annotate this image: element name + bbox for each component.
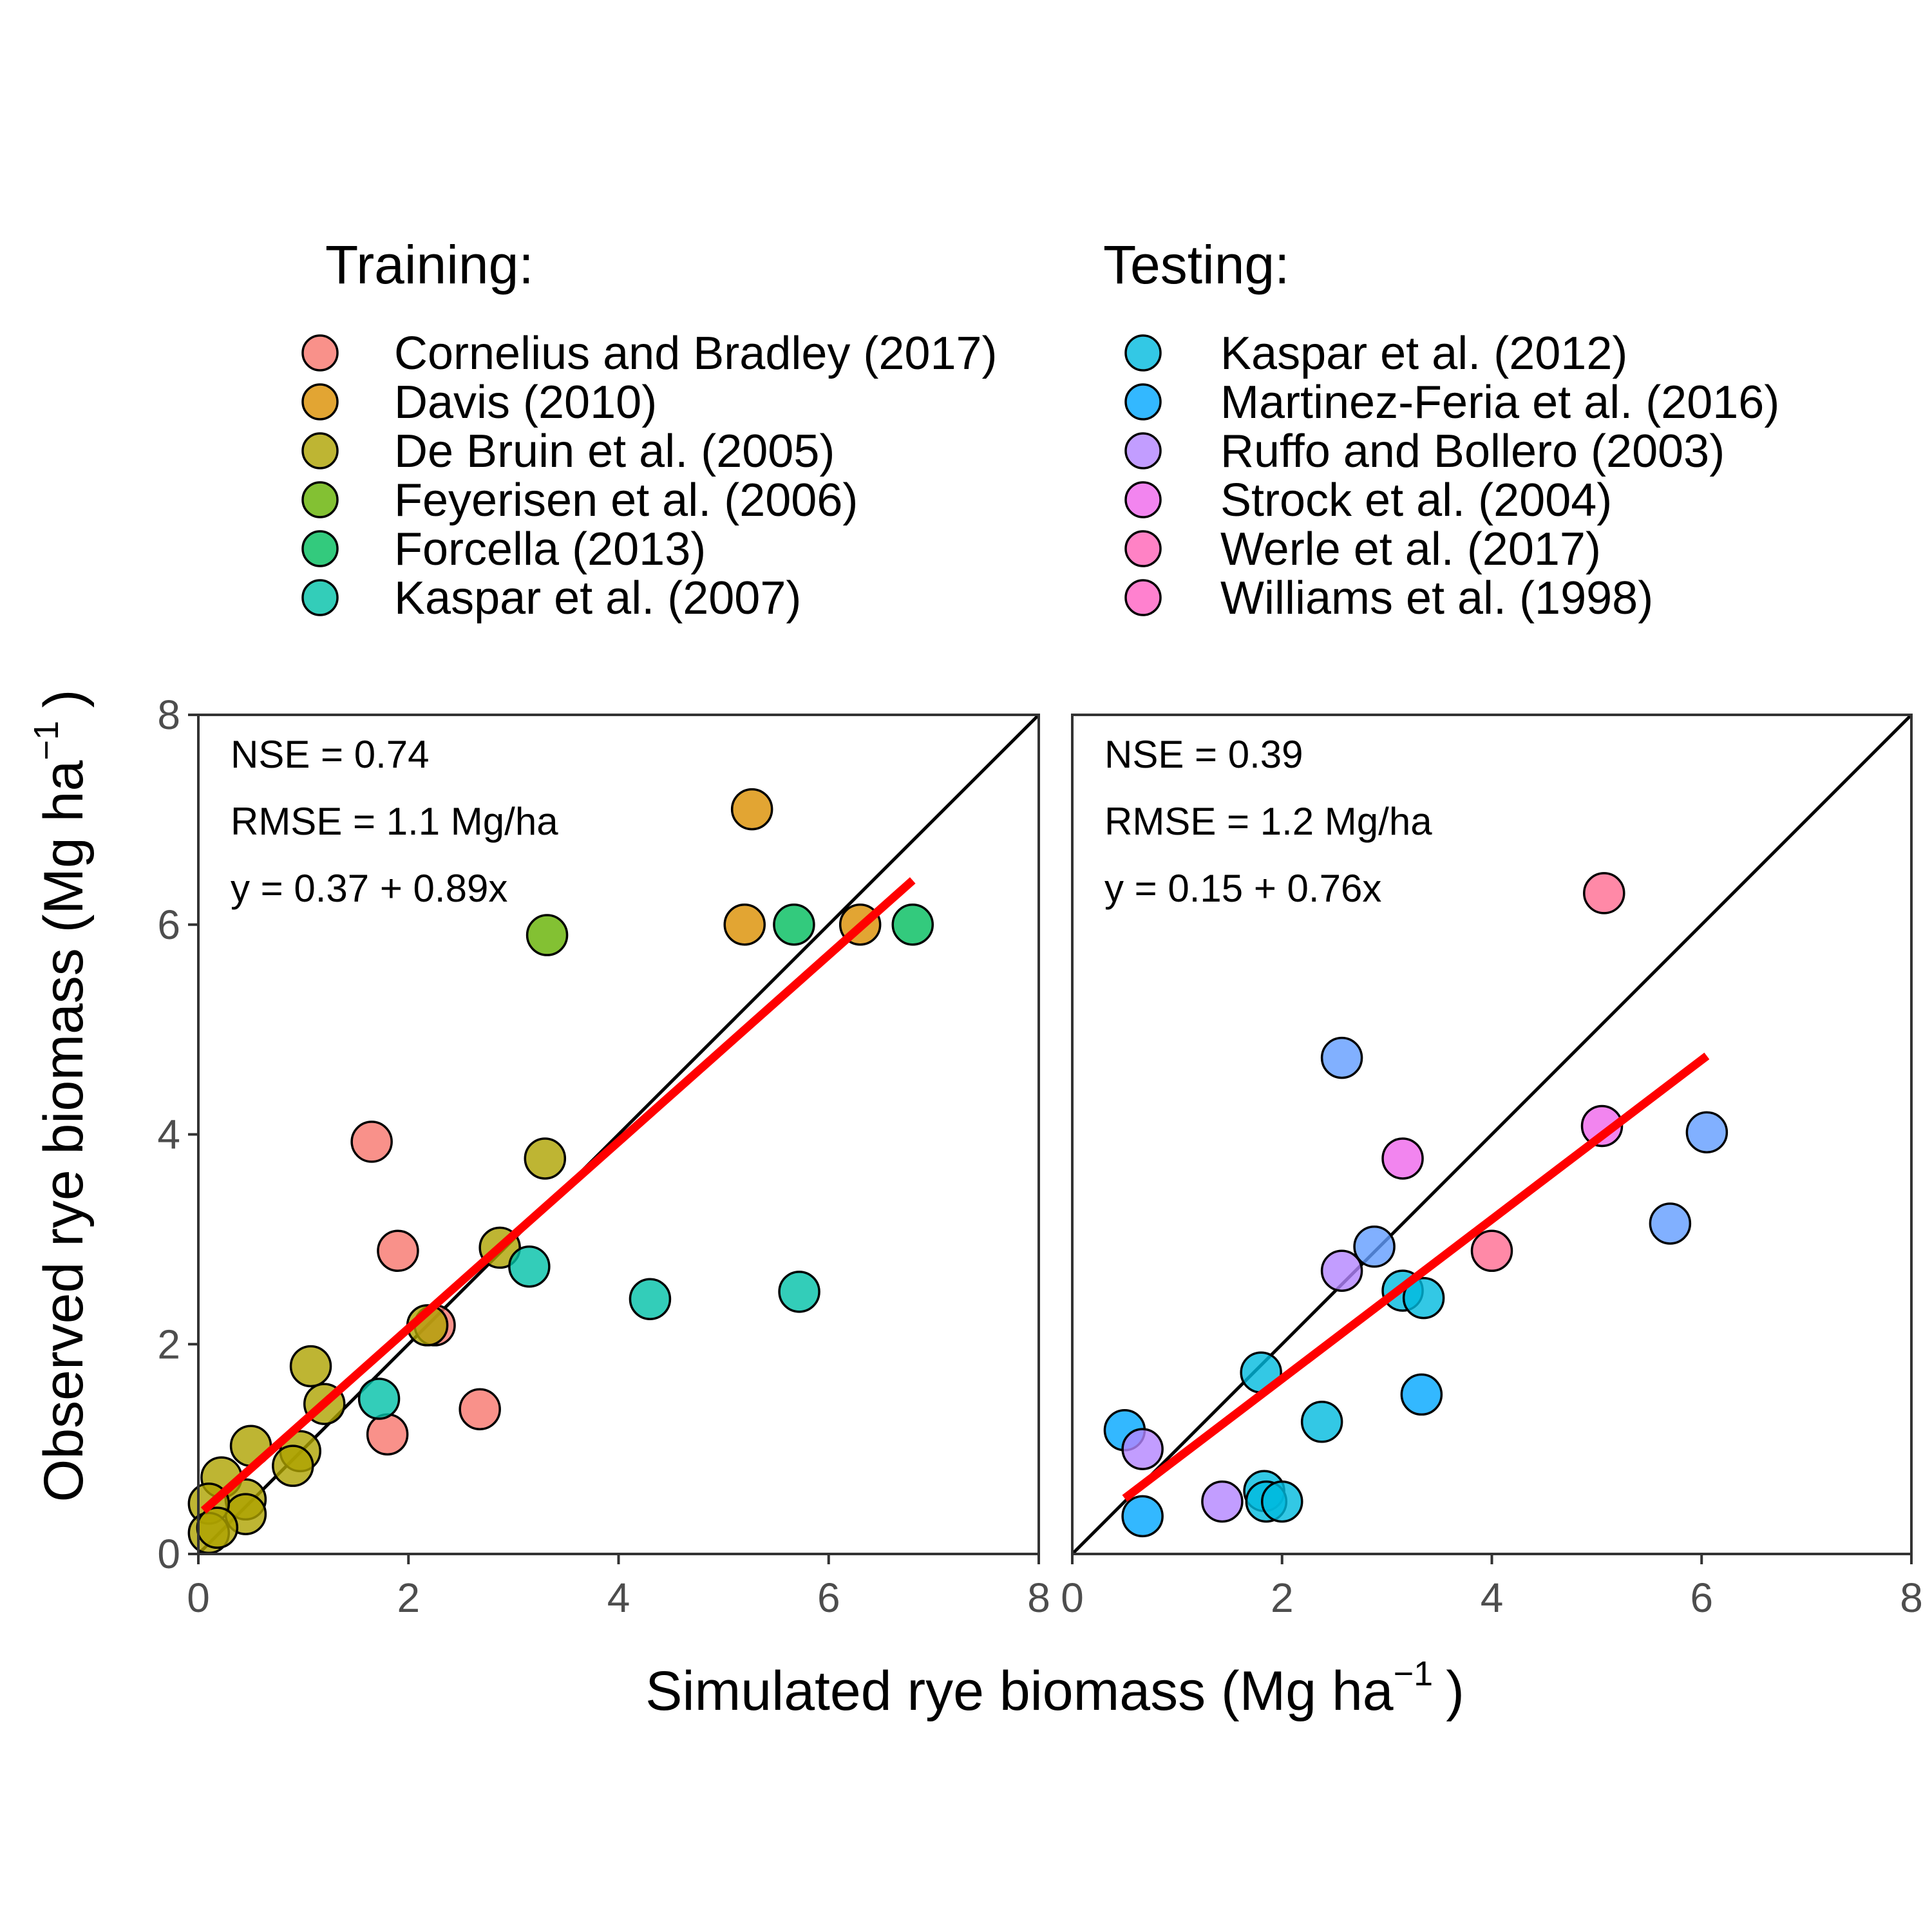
legend-key-1-5	[1124, 579, 1162, 616]
regression-line-0	[200, 877, 916, 1514]
data-point-0-27	[629, 1278, 672, 1320]
legend-label-0-0: Cornelius and Bradley (2017)	[394, 328, 998, 379]
legend-key-1-1	[1124, 383, 1162, 421]
y-axis-title: Observed rye biomass (Mg ha−1)	[27, 689, 95, 1502]
legend: Training: Cornelius and Bradley (2017)Dav…	[301, 234, 1779, 624]
data-point-1-4	[1261, 1480, 1303, 1523]
data-point-1-19	[1470, 1229, 1513, 1273]
data-point-0-8	[524, 1137, 567, 1180]
legend-label-1-3: Strock et al. (2004)	[1220, 475, 1612, 526]
one-to-one-line-1	[1071, 714, 1913, 1555]
legend-key-0-2	[301, 432, 339, 469]
data-point-1-13	[1685, 1111, 1728, 1153]
legend-label-1-4: Werle et al. (2017)	[1220, 524, 1601, 575]
y-tick-label-2: 4	[157, 1112, 180, 1158]
x-tick-label-1-3: 6	[1690, 1575, 1713, 1621]
x-tick-label-1-0: 0	[1061, 1575, 1084, 1621]
legend-label-0-1: Davis (2010)	[394, 377, 657, 428]
panel-0: NSE = 0.74 RMSE = 1.1 Mg/ha y = 0.37 + 0.8…	[157, 692, 1050, 1621]
data-point-0-5	[730, 788, 773, 831]
data-point-0-26	[508, 1245, 551, 1288]
data-point-1-10	[1320, 1036, 1363, 1079]
x-axis-title: Simulated rye biomass (Mg ha−1)	[645, 1654, 1464, 1722]
stat-annotation-1-0: NSE = 0.39	[1104, 733, 1303, 776]
legend-label-1-0: Kaspar et al. (2012)	[1220, 328, 1627, 379]
data-point-1-1	[1300, 1401, 1343, 1443]
legend-label-1-1: Martinez-Feria et al. (2016)	[1220, 377, 1779, 428]
y-axis-title-end: )	[33, 689, 95, 708]
stat-annotation-1-2: y = 0.15 + 0.76x	[1104, 867, 1381, 910]
legend-label-0-3: Feyerisen et al. (2006)	[394, 475, 858, 526]
data-point-0-0	[350, 1121, 393, 1163]
x-axis-title-end: )	[1446, 1660, 1464, 1722]
x-tick-label-0-2: 4	[607, 1575, 630, 1621]
legend-key-0-1	[301, 383, 339, 421]
y-tick-label-0: 0	[157, 1531, 180, 1577]
legend-key-0-3	[301, 481, 339, 518]
data-point-0-4	[366, 1413, 409, 1456]
stat-annotation-0-1: RMSE = 1.1 Mg/ha	[231, 800, 558, 843]
data-point-0-11	[289, 1345, 332, 1388]
legend-key-1-4	[1124, 530, 1162, 567]
data-point-1-17	[1381, 1137, 1424, 1180]
legend-label-0-4: Forcella (2013)	[394, 524, 706, 575]
legend-title-1: Testing:	[1103, 234, 1290, 295]
x-tick-label-0-3: 6	[817, 1575, 840, 1621]
legend-key-0-4	[301, 530, 339, 567]
legend-key-1-0	[1124, 334, 1162, 372]
legend-label-1-5: Williams et al. (1998)	[1220, 573, 1653, 624]
data-point-1-6	[1402, 1276, 1445, 1320]
data-point-0-3	[459, 1388, 501, 1430]
data-point-1-18	[1580, 1104, 1624, 1148]
stat-annotation-1-1: RMSE = 1.2 Mg/ha	[1104, 800, 1432, 843]
y-tick-label-4: 8	[157, 692, 180, 738]
x-axis-title-sup: −1	[1394, 1654, 1434, 1693]
y-axis-title-sup: −1	[27, 721, 66, 761]
y-axis-title-text: Observed rye biomass (Mg ha	[33, 760, 95, 1502]
data-point-1-16	[1320, 1249, 1363, 1292]
panels: NSE = 0.74 RMSE = 1.1 Mg/ha y = 0.37 + 0.8…	[157, 692, 1922, 1621]
legend-key-1-2	[1124, 432, 1162, 469]
data-point-0-14	[272, 1444, 314, 1487]
y-tick-label-3: 6	[157, 902, 180, 948]
data-point-0-21	[196, 1506, 239, 1549]
stat-annotation-0-0: NSE = 0.74	[231, 733, 430, 776]
x-tick-label-0-4: 8	[1027, 1575, 1050, 1621]
x-tick-label-1-2: 4	[1481, 1575, 1504, 1621]
data-point-0-22	[526, 914, 569, 956]
data-point-0-6	[723, 904, 766, 946]
x-axis-title-text: Simulated rye biomass (Mg ha	[645, 1660, 1394, 1722]
stat-annotation-0-2: y = 0.37 + 0.89x	[231, 867, 507, 910]
legend-label-0-5: Kaspar et al. (2007)	[394, 573, 801, 624]
data-point-0-23	[773, 904, 815, 946]
legend-title-0: Training:	[325, 234, 534, 295]
data-point-0-1	[377, 1229, 419, 1273]
x-tick-label-0-0: 0	[187, 1575, 210, 1621]
legend-key-1-3	[1124, 481, 1162, 518]
data-point-1-15	[1201, 1480, 1244, 1523]
legend-label-1-2: Ruffo and Bollero (2003)	[1220, 426, 1725, 477]
x-tick-label-1-4: 8	[1900, 1575, 1923, 1621]
data-point-1-8	[1121, 1495, 1164, 1538]
data-point-1-14	[1121, 1428, 1164, 1470]
x-tick-label-1-1: 2	[1271, 1575, 1294, 1621]
data-point-0-28	[778, 1271, 820, 1313]
x-tick-label-0-1: 2	[397, 1575, 420, 1621]
axis-titles: Simulated rye biomass (Mg ha−1) Observed…	[27, 689, 1464, 1722]
data-point-1-11	[1353, 1226, 1396, 1268]
data-point-1-9	[1400, 1373, 1443, 1416]
panel-1: NSE = 0.39 RMSE = 1.2 Mg/ha y = 0.15 + 0.7…	[1061, 714, 1923, 1621]
legend-key-0-5	[301, 579, 339, 616]
data-point-1-12	[1649, 1202, 1692, 1245]
data-point-0-24	[891, 904, 934, 946]
y-tick-label-1: 2	[157, 1321, 180, 1367]
regression-line-1	[1122, 1052, 1710, 1502]
legend-label-0-2: De Bruin et al. (2005)	[394, 426, 835, 477]
data-point-0-25	[357, 1378, 401, 1420]
data-point-1-20	[1583, 872, 1625, 914]
legend-key-0-0	[301, 334, 339, 372]
